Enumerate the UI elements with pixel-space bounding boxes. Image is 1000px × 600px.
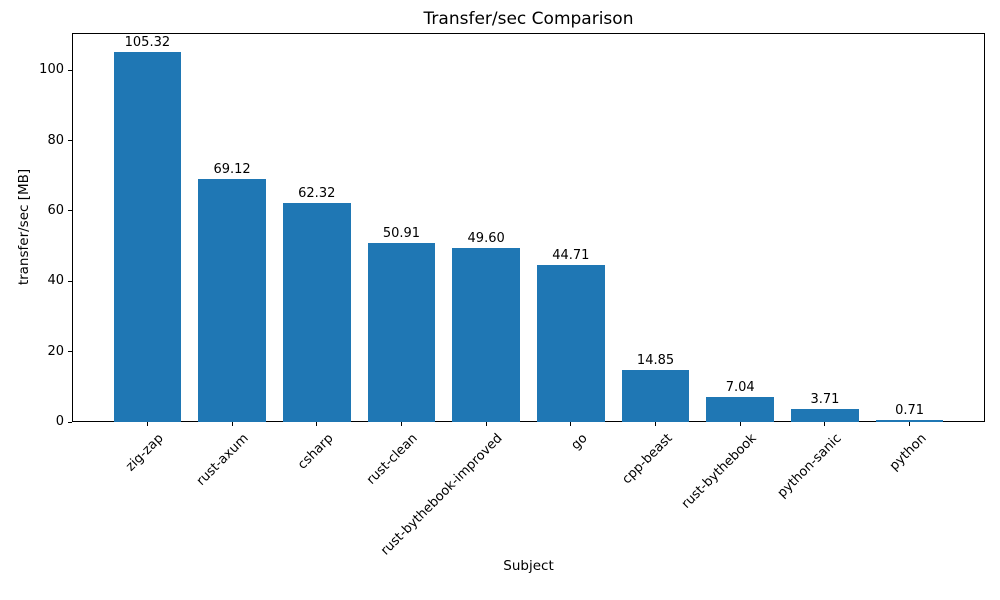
y-tick-label: 60 [47,202,64,218]
x-tick-mark [824,422,826,426]
bar [791,408,859,422]
bar [621,369,690,422]
x-tick-mark [400,422,402,426]
bar [706,397,775,422]
y-tick-label: 100 [39,62,64,78]
bar-value-label: 7.04 [725,380,755,396]
x-axis-label: Subject [503,558,554,574]
y-tick-mark [68,280,72,282]
y-tick-label: 40 [47,273,64,289]
bar [452,247,521,422]
x-tick-mark [316,422,318,426]
x-tick-mark [146,422,148,426]
bar [875,419,944,422]
bar-value-label: 105.32 [124,34,171,50]
x-tick-mark [485,422,487,426]
bar [367,242,436,422]
x-tick-label: python-sanic [774,431,845,501]
x-tick-label: csharp [294,431,337,473]
y-tick-mark [68,421,72,423]
x-tick-mark [570,422,572,426]
x-tick-mark [231,422,233,426]
bar [198,178,266,422]
bar-value-label: 14.85 [636,352,675,368]
x-tick-label: python [886,431,930,474]
chart-title: Transfer/sec Comparison [423,9,634,29]
y-tick-mark [68,140,72,142]
y-tick-mark [68,351,72,353]
bar-value-label: 49.60 [467,230,505,246]
x-tick-label: cpp-beast [618,431,676,488]
bar-value-label: 50.91 [382,225,421,241]
bar-value-label: 0.71 [895,402,925,418]
x-tick-mark [655,422,657,426]
bar [282,202,351,422]
x-tick-mark [739,422,741,426]
x-tick-label: rust-bythebook [679,431,760,512]
y-tick-mark [68,69,72,71]
bar-value-label: 44.71 [552,247,590,263]
x-tick-label: zig-zap [123,431,167,475]
x-tick-label: rust-clean [364,431,422,488]
x-tick-label: rust-axum [193,431,252,489]
x-tick-mark [909,422,911,426]
y-axis-label: transfer/sec [MB] [16,168,32,286]
bar-value-label: 3.71 [810,391,840,407]
bar-value-label: 69.12 [213,161,251,177]
y-tick-label: 80 [47,132,64,148]
y-tick-mark [68,210,72,212]
y-tick-label: 0 [55,414,64,429]
bar [113,51,182,422]
bar [536,264,605,422]
bar-value-label: 62.32 [298,185,336,201]
y-tick-label: 20 [47,343,64,359]
x-tick-label: go [568,431,591,454]
